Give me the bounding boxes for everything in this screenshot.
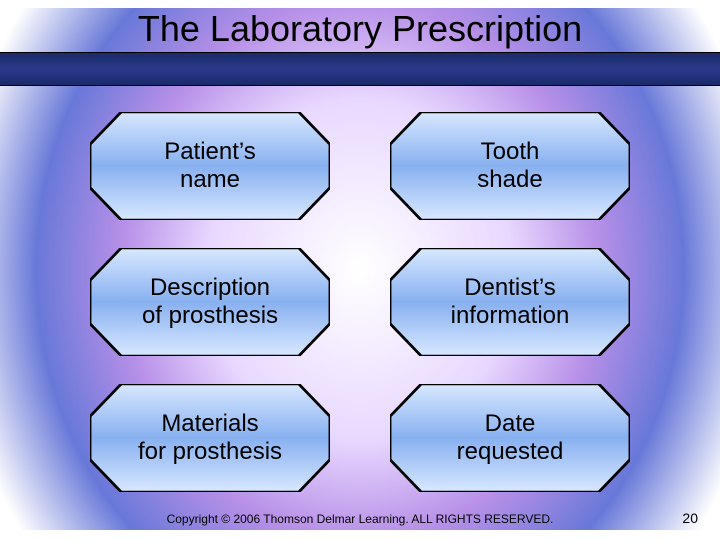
item-description-prosthesis: Description of prosthesis <box>90 248 330 356</box>
page-number: 20 <box>682 510 698 526</box>
item-patients-name: Patient’s name <box>90 112 330 220</box>
slide-title: The Laboratory Prescription <box>0 8 720 50</box>
item-dentists-info: Dentist’s information <box>390 248 630 356</box>
item-line1: Description <box>150 274 270 301</box>
item-line1: Dentist’s <box>464 274 556 301</box>
item-line2: of prosthesis <box>142 302 278 329</box>
item-materials-prosthesis: Materials for prosthesis <box>90 384 330 492</box>
item-line2: name <box>180 166 240 193</box>
item-label: Materials for prosthesis <box>130 410 290 465</box>
items-grid: Patient’s name Tooth shade Description o… <box>90 112 630 492</box>
item-line2: for prosthesis <box>138 438 282 465</box>
item-line1: Date <box>485 410 536 437</box>
item-line2: information <box>451 302 570 329</box>
item-line2: shade <box>477 166 542 193</box>
item-label: Description of prosthesis <box>134 274 286 329</box>
title-bar <box>0 52 720 86</box>
title-region: The Laboratory Prescription <box>0 8 720 90</box>
item-label: Dentist’s information <box>443 274 578 329</box>
item-label: Patient’s name <box>156 138 264 193</box>
item-label: Date requested <box>449 410 572 465</box>
item-line1: Tooth <box>481 138 540 165</box>
item-line1: Materials <box>161 410 258 437</box>
item-date-requested: Date requested <box>390 384 630 492</box>
item-line1: Patient’s <box>164 138 256 165</box>
item-tooth-shade: Tooth shade <box>390 112 630 220</box>
item-label: Tooth shade <box>469 138 550 193</box>
copyright-text: Copyright © 2006 Thomson Delmar Learning… <box>0 512 720 526</box>
item-line2: requested <box>457 438 564 465</box>
